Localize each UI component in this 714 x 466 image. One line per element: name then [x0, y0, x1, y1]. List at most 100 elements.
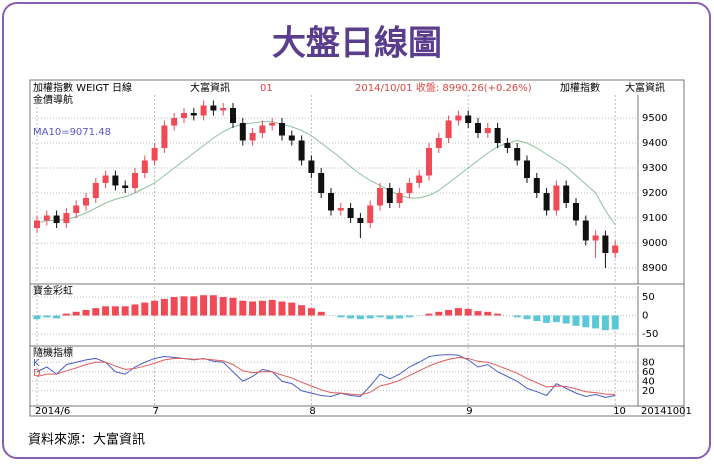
y-tick-label: 50	[642, 292, 655, 303]
candle-body	[386, 188, 393, 203]
candle-body	[445, 120, 452, 138]
bar	[611, 315, 619, 330]
y-tick-label: -50	[642, 329, 658, 340]
bar	[366, 315, 374, 319]
candle-body	[43, 215, 50, 221]
y-tick-label: 0	[642, 311, 648, 322]
y-tick-label: 9500	[642, 113, 667, 124]
candle-body	[83, 198, 89, 206]
bar	[317, 311, 325, 316]
bar	[435, 311, 443, 316]
bar	[229, 297, 237, 316]
x-tick-label: 9	[466, 406, 472, 417]
y-tick-label: 20	[642, 386, 655, 397]
candle-body	[298, 140, 305, 161]
panel-label: 金價導航	[33, 93, 73, 106]
bar	[111, 306, 119, 316]
candle-body	[279, 123, 285, 136]
candle-body	[288, 135, 295, 141]
candle-body	[484, 128, 491, 133]
legend-entry: K	[33, 358, 40, 369]
bar	[131, 304, 139, 316]
bar	[592, 315, 600, 329]
bar	[151, 300, 159, 316]
chart-frame	[29, 79, 685, 417]
bar	[464, 308, 472, 316]
bar	[160, 298, 168, 316]
candle-body	[92, 183, 99, 198]
bar	[209, 295, 217, 316]
bar	[582, 315, 590, 328]
bar	[190, 296, 198, 316]
x-tick-label: 2014/6	[35, 406, 70, 417]
bar	[601, 315, 609, 331]
candle-body	[357, 218, 364, 223]
candle-body	[377, 188, 383, 206]
candle-body	[396, 193, 403, 203]
bar	[386, 315, 394, 320]
candle-body	[200, 105, 207, 116]
bar	[552, 315, 560, 323]
bar	[53, 315, 61, 319]
candle-body	[612, 245, 619, 253]
bar	[72, 311, 80, 316]
y-tick-label: 9300	[642, 163, 667, 174]
bar	[141, 302, 149, 316]
bar	[92, 308, 100, 316]
candle-body	[573, 203, 579, 221]
candle-body	[514, 148, 521, 161]
candle-body	[426, 148, 432, 176]
candle-body	[171, 118, 178, 126]
candle-body	[533, 178, 540, 193]
candle-body	[63, 213, 70, 223]
candle-body	[504, 143, 511, 148]
candle-body	[347, 208, 354, 218]
candle-body	[553, 185, 560, 211]
y-tick-label: 9200	[642, 188, 667, 199]
candle-body	[73, 205, 80, 213]
bar	[474, 311, 482, 316]
header-left: 加權指數 WEIGT 日線	[33, 81, 132, 94]
candle-body	[132, 173, 138, 188]
bar	[288, 302, 296, 316]
bar	[278, 301, 286, 316]
y-tick-label: 9100	[642, 213, 667, 224]
candle-body	[122, 185, 129, 188]
x-end-label: 20141001	[641, 406, 692, 417]
bar	[543, 315, 551, 323]
bar	[484, 311, 492, 316]
bar	[337, 315, 345, 318]
bar	[572, 315, 580, 326]
candle-body	[367, 205, 374, 223]
bar	[356, 315, 364, 320]
candle-body	[328, 193, 334, 211]
candle-body	[475, 123, 481, 133]
bar	[268, 300, 276, 316]
bar	[219, 297, 227, 316]
candle-body	[259, 125, 266, 133]
bar	[562, 315, 570, 324]
bar	[523, 315, 531, 320]
candle-body	[151, 148, 158, 161]
bar	[43, 315, 51, 318]
bar	[200, 295, 208, 316]
header-center: 2014/10/01 收盤: 8990.26(+0.26%)	[355, 81, 532, 94]
candle-body	[230, 108, 236, 123]
candle-body	[416, 175, 423, 183]
bar	[513, 315, 521, 318]
candle-body	[239, 123, 246, 141]
page-title: 大盤日線圖	[272, 24, 442, 64]
kd-line	[36, 356, 616, 396]
bar	[33, 315, 41, 320]
bar	[405, 315, 413, 318]
candle-body	[435, 138, 442, 148]
y-tick-label: 9000	[642, 238, 667, 249]
candle-body	[190, 113, 197, 116]
candle-body	[582, 220, 589, 241]
bar	[82, 309, 90, 316]
bar	[445, 309, 453, 316]
bar	[533, 315, 541, 322]
panel-label: 寶金彩虹	[33, 284, 73, 297]
legend-entry: D	[33, 368, 41, 379]
bar	[298, 305, 306, 316]
